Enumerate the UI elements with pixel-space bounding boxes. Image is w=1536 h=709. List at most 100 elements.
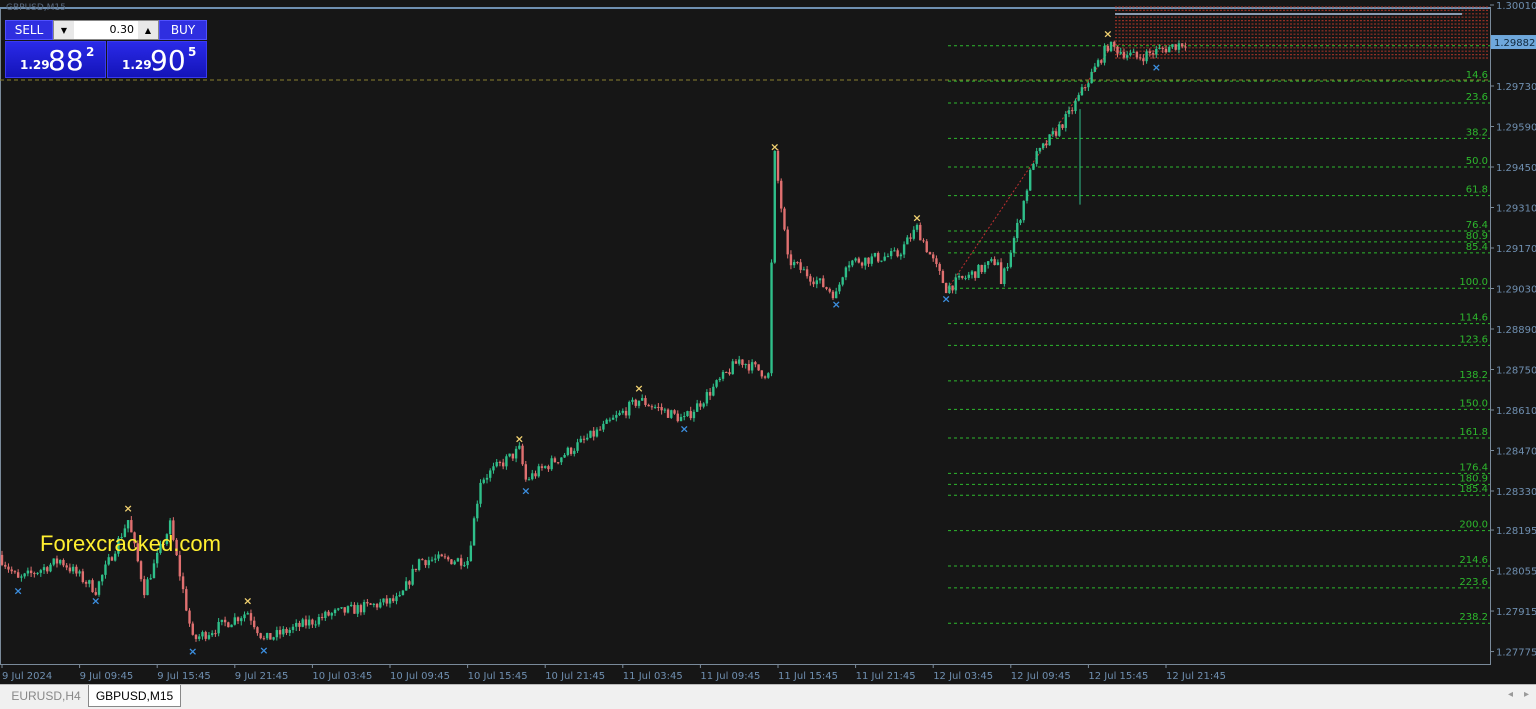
candle-body	[508, 453, 511, 457]
swing-high-x-icon: ×	[123, 502, 132, 515]
candle-body	[582, 438, 586, 440]
candle-body	[356, 605, 359, 614]
candle-body	[686, 411, 689, 417]
fib-level-label: 14.6	[1466, 70, 1488, 81]
price-chart[interactable]: 14.6 23.6 38.2 50.0 61.8 76.4 80.9 85.4 100.0 114…	[0, 0, 1536, 684]
candle-body	[802, 269, 806, 271]
candle-body	[372, 603, 376, 605]
candle-body	[317, 617, 321, 625]
candle-body	[1003, 268, 1006, 284]
buy-price-button[interactable]: 1.29 90 5	[107, 41, 207, 78]
candle-body	[385, 598, 388, 604]
sell-price-button[interactable]: 1.29 88 2	[5, 41, 106, 78]
candle-body	[1119, 52, 1122, 54]
candle-body	[84, 581, 88, 584]
y-tick-label: 1.28055	[1496, 567, 1536, 578]
lot-size-input[interactable]: 0.30	[109, 23, 135, 36]
candle-body	[304, 619, 308, 626]
candle-body	[1109, 41, 1113, 52]
x-tick-label: 10 Jul 15:45	[468, 671, 528, 682]
x-tick-label: 10 Jul 21:45	[545, 671, 605, 682]
candle-body	[314, 624, 317, 626]
sell-button[interactable]: SELL	[5, 20, 53, 40]
candle-body	[873, 253, 877, 257]
candle-body	[880, 260, 883, 262]
candle-body	[143, 579, 146, 596]
candle-body	[104, 564, 107, 575]
candle-body	[527, 479, 531, 481]
candle-body	[1093, 66, 1097, 72]
tab-gbpusd-m15[interactable]: GBPUSD,M15	[88, 685, 181, 707]
candle-body	[75, 566, 78, 574]
candle-body	[877, 253, 880, 262]
y-tick-label: 1.28195	[1496, 526, 1536, 537]
candle-body	[860, 262, 864, 266]
candle-body	[249, 613, 253, 621]
decrease-lot-icon[interactable]: ▼	[54, 21, 74, 39]
scroll-left-icon[interactable]: ◂	[1508, 689, 1514, 700]
candle-body	[13, 571, 17, 573]
buy-button[interactable]: BUY	[159, 20, 207, 40]
tab-eurusd-h4[interactable]: EURUSD,H4	[11, 689, 81, 703]
candle-body	[240, 618, 243, 622]
candle-body	[854, 258, 857, 261]
candle-body	[1045, 143, 1048, 146]
y-tick-label: 1.30010	[1496, 1, 1536, 12]
swing-low-x-icon: ×	[680, 422, 689, 435]
candle-body	[94, 592, 97, 595]
candle-body	[204, 632, 207, 639]
candle-body	[194, 634, 198, 639]
swing-low-x-icon: ×	[521, 485, 530, 498]
candle-body	[864, 257, 867, 266]
candle-body	[1090, 71, 1093, 84]
candle-body	[560, 457, 563, 463]
candle-body	[734, 361, 738, 364]
candle-body	[1145, 51, 1148, 62]
swing-low-x-icon: ×	[832, 298, 841, 311]
x-tick-label: 12 Jul 21:45	[1166, 671, 1226, 682]
candle-body	[576, 442, 579, 451]
buy-price-pips: 90	[150, 44, 186, 77]
lot-size-stepper[interactable]: ▼ 0.30 ▲	[53, 20, 159, 40]
candle-body	[1122, 52, 1126, 58]
increase-lot-icon[interactable]: ▲	[138, 21, 158, 39]
candle-body	[201, 632, 204, 637]
candle-body	[925, 241, 928, 253]
candle-body	[896, 250, 899, 257]
candle-body	[29, 570, 33, 574]
candle-body	[1180, 43, 1184, 47]
candle-body	[298, 622, 301, 627]
swing-high-x-icon: ×	[243, 595, 252, 608]
candle-body	[68, 567, 72, 572]
candle-body	[168, 520, 172, 535]
candle-body	[1103, 45, 1106, 63]
fib-level-label: 76.4	[1466, 220, 1488, 231]
candle-body	[505, 456, 508, 467]
candle-body	[611, 417, 615, 420]
candle-body	[152, 563, 156, 579]
candle-body	[986, 261, 990, 265]
fib-level-label: 23.6	[1466, 92, 1488, 103]
fib-level-label: 176.4	[1459, 462, 1488, 473]
candle-body	[915, 224, 919, 230]
candle-body	[301, 619, 304, 627]
candle-body	[1032, 163, 1035, 170]
candle-body	[120, 536, 123, 539]
candle-body	[967, 274, 970, 278]
fib-level-label: 180.9	[1459, 473, 1488, 484]
candle-body	[453, 561, 456, 565]
scroll-right-icon[interactable]: ▸	[1524, 689, 1530, 700]
chart-canvas[interactable]: 14.6 23.6 38.2 50.0 61.8 76.480.985.4 100.0 114…	[0, 0, 1536, 684]
candle-body	[954, 277, 958, 291]
candle-body	[902, 244, 906, 255]
candle-body	[466, 560, 469, 566]
candle-body	[39, 570, 42, 573]
candle-body	[198, 636, 201, 639]
candle-body	[424, 560, 427, 566]
x-tick-label: 10 Jul 09:45	[390, 671, 450, 682]
candle-body	[867, 257, 870, 264]
candle-body	[786, 229, 789, 255]
candle-body	[311, 619, 314, 625]
x-tick-label: 9 Jul 2024	[2, 671, 52, 682]
candle-body	[243, 614, 246, 619]
